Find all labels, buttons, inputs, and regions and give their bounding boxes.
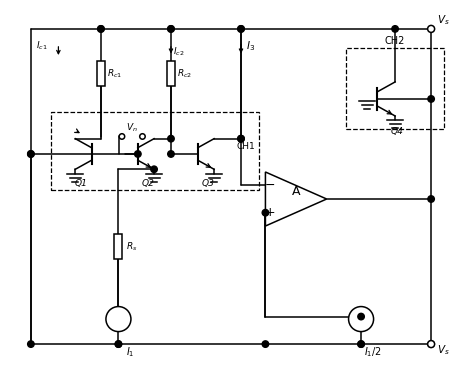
Circle shape xyxy=(262,209,269,216)
Text: $I_1$: $I_1$ xyxy=(126,345,134,359)
Text: $I_3$: $I_3$ xyxy=(246,39,255,53)
Bar xyxy=(97,61,105,87)
Circle shape xyxy=(115,341,122,347)
Text: $V_s$: $V_s$ xyxy=(437,13,450,27)
Text: $V_n$: $V_n$ xyxy=(126,121,138,134)
Circle shape xyxy=(238,26,244,32)
Text: $V_s$: $V_s$ xyxy=(437,343,450,357)
Bar xyxy=(167,61,175,87)
Text: $I_1/2$: $I_1/2$ xyxy=(364,345,381,359)
Circle shape xyxy=(140,134,145,139)
Text: $I_{c1}$: $I_{c1}$ xyxy=(36,40,48,53)
Circle shape xyxy=(428,25,435,33)
Circle shape xyxy=(428,96,434,102)
Text: CH2: CH2 xyxy=(385,36,405,46)
Circle shape xyxy=(119,134,125,139)
Circle shape xyxy=(168,26,174,32)
Text: Q4: Q4 xyxy=(391,127,404,136)
Circle shape xyxy=(428,196,434,202)
Circle shape xyxy=(238,135,244,142)
Text: +: + xyxy=(265,206,276,219)
Circle shape xyxy=(27,151,34,157)
Circle shape xyxy=(358,341,364,347)
Circle shape xyxy=(238,26,244,32)
Circle shape xyxy=(349,307,373,332)
Text: $R_{c2}$: $R_{c2}$ xyxy=(177,68,192,80)
Circle shape xyxy=(151,166,157,172)
Bar xyxy=(114,234,122,259)
Text: −: − xyxy=(265,179,276,192)
Circle shape xyxy=(428,341,435,348)
Circle shape xyxy=(27,341,34,347)
Circle shape xyxy=(428,341,434,347)
Circle shape xyxy=(358,313,364,320)
Text: Q3: Q3 xyxy=(202,180,215,189)
Circle shape xyxy=(358,341,364,347)
Text: Q2: Q2 xyxy=(142,180,155,189)
Circle shape xyxy=(115,341,122,347)
Text: Q1: Q1 xyxy=(74,180,87,189)
Circle shape xyxy=(168,135,174,142)
Text: $I_{c2}$: $I_{c2}$ xyxy=(174,46,185,59)
Circle shape xyxy=(238,135,244,142)
Text: $R_s$: $R_s$ xyxy=(126,240,138,253)
Text: A: A xyxy=(292,185,300,198)
Circle shape xyxy=(168,26,174,32)
Circle shape xyxy=(98,26,104,32)
Text: CH1: CH1 xyxy=(236,142,255,151)
Circle shape xyxy=(135,151,141,157)
Circle shape xyxy=(168,151,174,157)
Text: $R_{c1}$: $R_{c1}$ xyxy=(107,68,122,80)
Circle shape xyxy=(27,151,34,157)
Circle shape xyxy=(392,26,399,32)
Circle shape xyxy=(106,307,131,332)
Circle shape xyxy=(98,26,104,32)
Circle shape xyxy=(262,341,269,347)
